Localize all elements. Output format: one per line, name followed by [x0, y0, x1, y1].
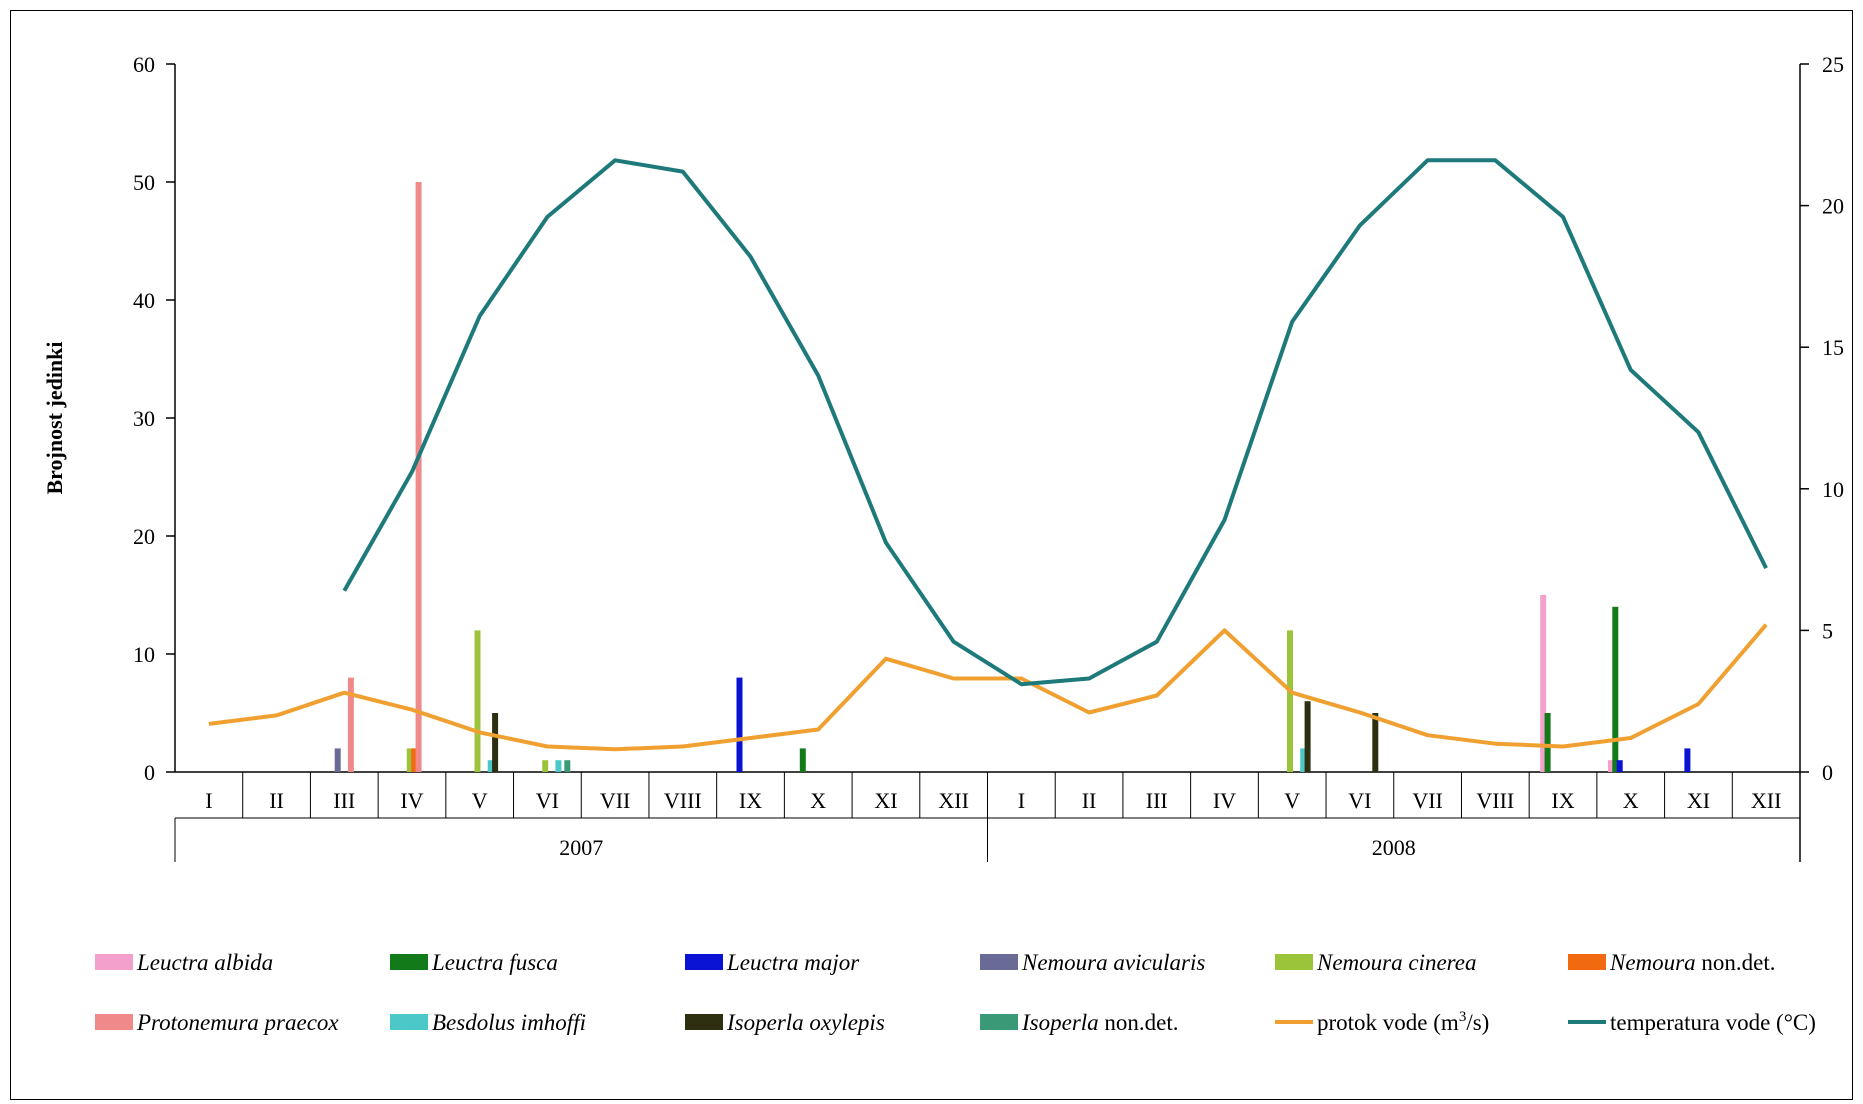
- month-label: V: [472, 788, 488, 813]
- chart-frame: [10, 10, 1853, 1100]
- left-tick-label: 60: [133, 52, 155, 77]
- month-label: VI: [536, 788, 559, 813]
- left-tick-label: 10: [133, 642, 155, 667]
- month-label: IV: [1213, 788, 1236, 813]
- left-tick-label: 40: [133, 288, 155, 313]
- month-label: III: [1146, 788, 1168, 813]
- bar: [555, 760, 562, 772]
- legend-label: Protonemura praecox: [136, 1010, 339, 1035]
- bar: [474, 630, 481, 772]
- month-label: XI: [1687, 788, 1710, 813]
- month-label: IV: [400, 788, 423, 813]
- legend-label: Isoperla oxylepis: [726, 1010, 885, 1035]
- left-tick-label: 50: [133, 170, 155, 195]
- bar: [564, 760, 571, 772]
- legend-swatch: [95, 954, 133, 970]
- bar: [1300, 748, 1307, 772]
- month-label: IX: [1551, 788, 1574, 813]
- bar: [347, 677, 354, 772]
- month-label: X: [1623, 788, 1639, 813]
- month-label: IX: [739, 788, 762, 813]
- bar: [492, 713, 499, 772]
- bar: [406, 748, 413, 772]
- bar: [1684, 748, 1691, 772]
- month-label: VI: [1348, 788, 1371, 813]
- left-tick-label: 30: [133, 406, 155, 431]
- right-tick-label: 10: [1822, 477, 1844, 502]
- legend-label: Leuctra albida: [136, 950, 273, 975]
- bar: [487, 760, 494, 772]
- month-label: XII: [938, 788, 969, 813]
- bar: [1304, 701, 1311, 772]
- legend-label: Isoperla non.det.: [1021, 1010, 1179, 1035]
- legend-label: Besdolus imhoffi: [432, 1010, 586, 1035]
- month-label: X: [810, 788, 826, 813]
- bar: [415, 182, 422, 772]
- legend-label: Nemoura non.det.: [1609, 950, 1775, 975]
- y-axis-title: Brojnost jedinki: [42, 341, 67, 494]
- legend-swatch: [980, 1014, 1018, 1030]
- year-label: 2007: [559, 835, 603, 860]
- right-tick-label: 20: [1822, 194, 1844, 219]
- month-label: II: [269, 788, 284, 813]
- bar: [736, 677, 743, 772]
- legend-swatch: [980, 954, 1018, 970]
- right-tick-label: 5: [1822, 618, 1833, 643]
- left-tick-label: 0: [144, 760, 155, 785]
- left-tick-label: 20: [133, 524, 155, 549]
- month-label: I: [205, 788, 212, 813]
- legend-label: Nemoura cinerea: [1316, 950, 1476, 975]
- bar: [1372, 713, 1379, 772]
- month-label: III: [333, 788, 355, 813]
- month-label: I: [1018, 788, 1025, 813]
- bar: [1616, 760, 1623, 772]
- right-tick-label: 0: [1822, 760, 1833, 785]
- month-label: XI: [874, 788, 897, 813]
- legend-swatch: [390, 954, 428, 970]
- right-tick-label: 15: [1822, 335, 1844, 360]
- bar: [1540, 595, 1547, 772]
- series-line: [342, 158, 1768, 687]
- month-label: V: [1284, 788, 1300, 813]
- month-label: VII: [600, 788, 631, 813]
- month-label: II: [1082, 788, 1097, 813]
- bar: [334, 748, 341, 772]
- bar: [799, 748, 806, 772]
- legend-label: Leuctra major: [726, 950, 860, 975]
- year-label: 2008: [1372, 835, 1416, 860]
- month-label: VII: [1412, 788, 1443, 813]
- month-label: XII: [1751, 788, 1782, 813]
- month-label: VIII: [1476, 788, 1514, 813]
- bar: [1287, 630, 1293, 772]
- legend-label: protok vode (m3/s): [1317, 1009, 1489, 1035]
- right-tick-label: 25: [1822, 52, 1844, 77]
- month-label: VIII: [664, 788, 702, 813]
- legend-swatch: [685, 1014, 723, 1030]
- bar: [1544, 713, 1551, 772]
- legend-swatch: [685, 954, 723, 970]
- bar: [542, 760, 549, 772]
- legend-label: Nemoura avicularis: [1021, 950, 1205, 975]
- legend-swatch: [1568, 954, 1606, 970]
- bar: [411, 748, 418, 772]
- legend-label: Leuctra fusca: [431, 950, 558, 975]
- legend-swatch: [1275, 954, 1313, 970]
- bar: [1607, 760, 1614, 772]
- legend-swatch: [95, 1014, 133, 1030]
- series-line: [208, 623, 1768, 752]
- legend-swatch: [390, 1014, 428, 1030]
- legend-label: temperatura vode (°C): [1610, 1010, 1816, 1035]
- bar: [1612, 606, 1619, 772]
